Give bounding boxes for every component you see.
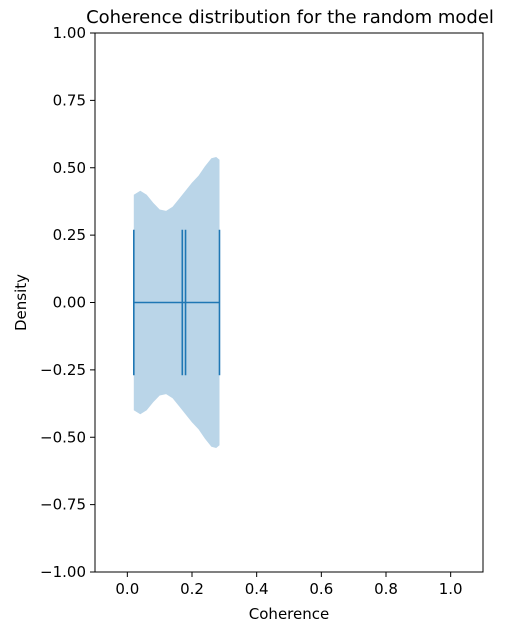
x-axis-label: Coherence xyxy=(249,605,329,623)
y-axis-ticks: −1.00 −0.75 −0.50 −0.25 0.00 0.25 0.50 0.75 1.00 xyxy=(40,24,95,581)
y-tick-label: 0.25 xyxy=(53,226,86,244)
y-tick-label: 0.00 xyxy=(53,294,86,312)
x-tick-label: 0.6 xyxy=(309,580,333,598)
plot-layer xyxy=(133,157,221,448)
x-tick-label: 0.4 xyxy=(245,580,269,598)
x-tick-label: 1.0 xyxy=(439,580,463,598)
y-tick-label: −0.75 xyxy=(40,496,86,514)
y-tick-label: −0.50 xyxy=(40,428,86,446)
y-tick-label: 0.50 xyxy=(53,159,86,177)
x-axis-ticks: 0.0 0.2 0.4 0.6 0.8 1.0 xyxy=(115,572,463,598)
x-tick-label: 0.0 xyxy=(115,580,139,598)
y-axis-label: Density xyxy=(12,274,30,331)
y-tick-label: 0.75 xyxy=(53,91,86,109)
chart-title: Coherence distribution for the random mo… xyxy=(86,7,494,28)
y-tick-label: 1.00 xyxy=(53,24,86,42)
x-tick-label: 0.8 xyxy=(374,580,398,598)
x-tick-label: 0.2 xyxy=(180,580,204,598)
y-tick-label: −1.00 xyxy=(40,563,86,581)
y-tick-label: −0.25 xyxy=(40,361,86,379)
